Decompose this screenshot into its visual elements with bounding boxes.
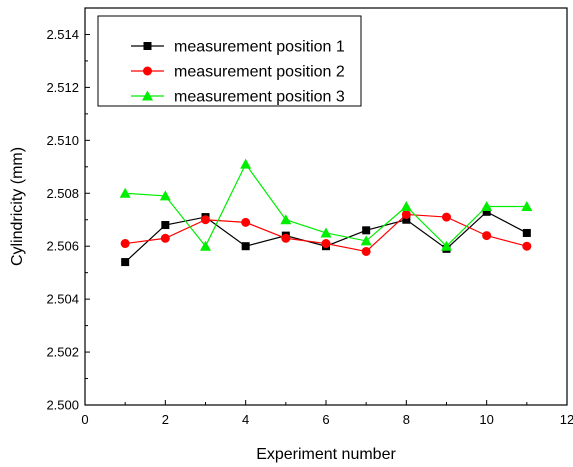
series-3 xyxy=(119,158,533,251)
legend-item: measurement position 3 xyxy=(131,89,345,106)
data-point xyxy=(159,190,171,201)
data-point xyxy=(121,258,130,267)
data-point xyxy=(160,233,170,243)
data-point xyxy=(241,242,250,251)
data-point xyxy=(401,209,411,219)
data-point xyxy=(200,240,211,251)
y-tick-label: 2.500 xyxy=(46,398,79,413)
data-point xyxy=(481,201,493,211)
legend-box xyxy=(97,15,362,107)
x-tick-label: 12 xyxy=(560,412,573,427)
data-point xyxy=(360,235,372,246)
legend: measurement position 1 measurement positi… xyxy=(97,15,362,107)
y-tick-label: 2.504 xyxy=(46,292,79,307)
x-tick-label: 10 xyxy=(479,412,493,427)
data-point xyxy=(321,239,331,249)
data-point xyxy=(442,212,451,222)
legend-label: measurement position 2 xyxy=(174,64,345,81)
legend-marker xyxy=(142,90,153,101)
data-point xyxy=(161,221,170,230)
y-tick-label: 2.502 xyxy=(46,345,79,360)
data-point xyxy=(441,240,452,251)
data-point xyxy=(320,227,332,238)
data-point xyxy=(241,217,251,227)
series-layer xyxy=(119,158,533,267)
y-tick-label: 2.514 xyxy=(46,27,79,42)
y-tick-label: 2.506 xyxy=(46,239,79,254)
x-axis-title: Experiment number xyxy=(256,446,396,463)
data-point xyxy=(482,207,491,216)
y-tick-label: 2.508 xyxy=(46,186,79,201)
y-tick-label: 2.510 xyxy=(46,133,79,148)
legend-marker xyxy=(143,66,152,76)
x-tick-label: 8 xyxy=(403,412,410,427)
data-point xyxy=(402,215,411,224)
legend-label: measurement position 3 xyxy=(174,89,345,106)
data-point xyxy=(201,215,210,225)
data-point xyxy=(119,187,131,198)
x-axis: 0 2 4 6 8 10 12 xyxy=(81,400,573,427)
data-point xyxy=(280,214,292,225)
y-axis-title: Cylindricity (mm) xyxy=(9,147,26,266)
data-point xyxy=(281,233,291,243)
data-point xyxy=(521,201,533,211)
data-point xyxy=(361,246,371,256)
data-point xyxy=(482,231,492,241)
y-tick-label: 2.512 xyxy=(46,80,79,95)
x-tick-label: 6 xyxy=(322,412,329,427)
data-point xyxy=(362,226,371,235)
data-point xyxy=(522,241,532,251)
data-point xyxy=(400,201,412,211)
x-tick-label: 2 xyxy=(162,412,169,427)
x-tick-label: 0 xyxy=(81,412,88,427)
legend-marker xyxy=(143,42,152,50)
legend-item: measurement position 2 xyxy=(131,64,345,81)
y-axis: 2.500 2.502 2.504 2.506 2.508 2.510 2.512 2.514 xyxy=(46,27,90,413)
series-2 xyxy=(120,209,532,256)
data-point xyxy=(120,239,130,249)
legend-item: measurement position 1 xyxy=(131,39,345,56)
legend-label: measurement position 1 xyxy=(174,39,345,56)
data-point xyxy=(522,228,531,237)
x-tick-label: 4 xyxy=(242,412,249,427)
data-point xyxy=(240,158,252,169)
